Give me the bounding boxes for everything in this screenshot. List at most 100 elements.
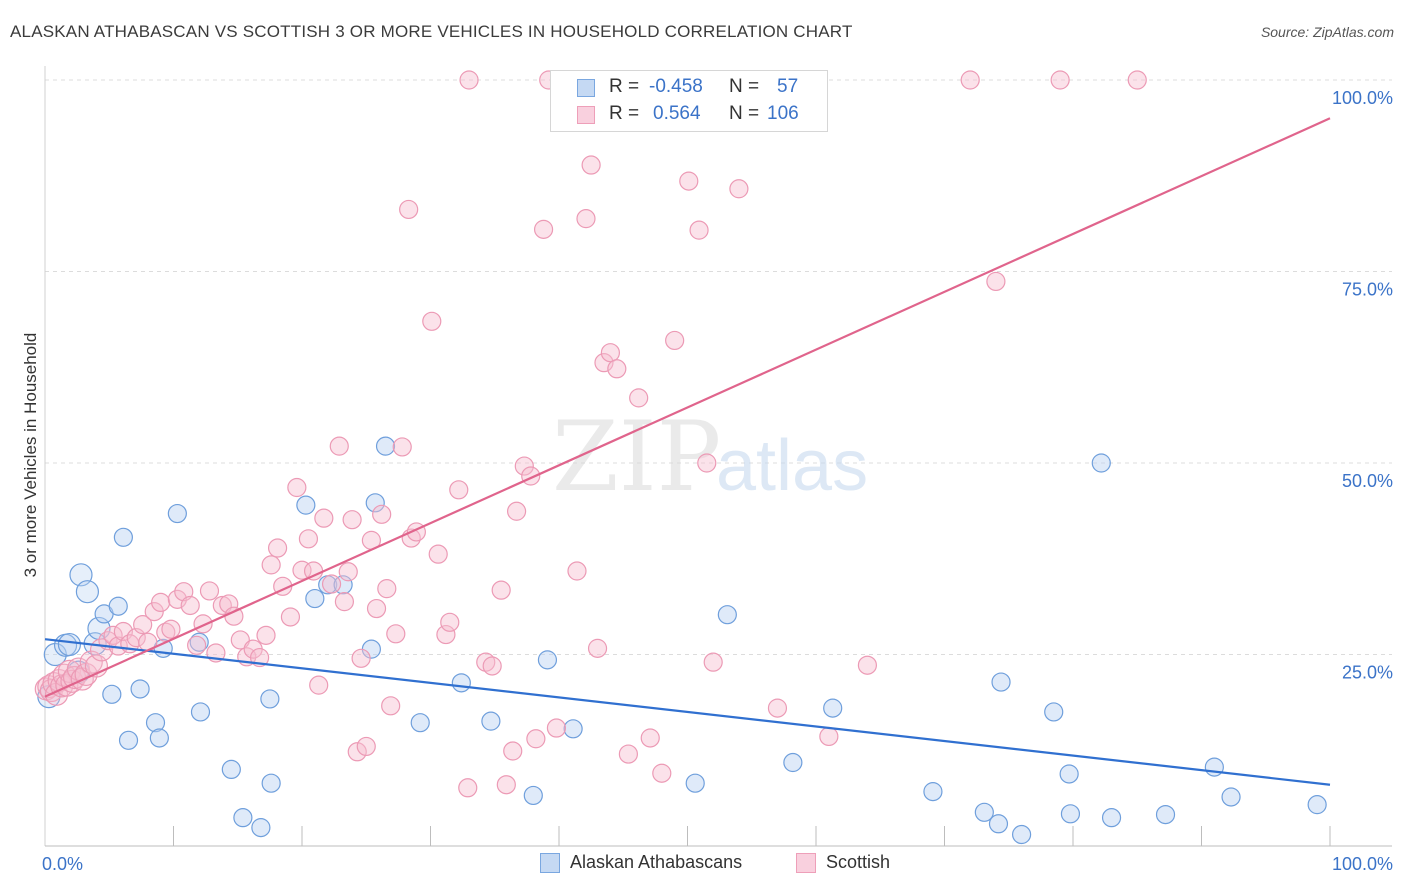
alaskan-point: [823, 698, 843, 718]
scottish-point: [767, 698, 788, 718]
alaskan-point: [57, 632, 82, 657]
legend-row-alaskan: R = -0.458 N = 57: [551, 74, 827, 100]
alaskan-point: [221, 759, 241, 780]
alaskan-point: [296, 495, 316, 515]
alaskan-point: [1059, 764, 1079, 784]
scottish-point: [351, 648, 371, 668]
alaskan-point: [685, 773, 705, 793]
alaskan-point: [563, 719, 583, 739]
scottish-point: [581, 155, 601, 175]
scottish-point: [526, 729, 546, 749]
scottish-point: [329, 436, 349, 456]
legend-row-scottish: R = 0.564 N = 106: [551, 101, 827, 127]
scottish-point: [491, 580, 511, 600]
r-value: -0.458: [649, 76, 703, 97]
scottish-point: [533, 219, 554, 239]
n-value: 57: [777, 76, 799, 97]
scottish-point: [496, 775, 516, 795]
alaskan-point: [118, 730, 139, 750]
scottish-point: [399, 199, 419, 220]
scottish-point: [482, 656, 502, 676]
scottish-point: [133, 615, 153, 635]
scottish-point: [819, 726, 839, 747]
scottish-point: [703, 652, 723, 672]
scottish-point: [587, 638, 608, 658]
n-label: N =: [729, 76, 760, 97]
trend-lines: [44, 117, 1331, 786]
scottish-point: [440, 612, 460, 632]
alaskan-point: [190, 702, 211, 722]
alaskan-point: [305, 588, 325, 609]
scottish-point: [280, 607, 301, 627]
alaskan-point: [717, 605, 737, 625]
scottish-point: [986, 271, 1006, 292]
legend-label-scottish: Scottish: [826, 852, 891, 872]
chart-title: ALASKAN ATHABASCAN VS SCOTTISH 3 OR MORE…: [10, 22, 853, 41]
scottish-point: [287, 477, 307, 498]
alaskan-point: [923, 782, 943, 802]
scottish-point: [506, 501, 527, 521]
scottish-point: [261, 555, 281, 575]
scottish-point: [334, 592, 355, 612]
scottish-point: [679, 171, 699, 191]
gridlines: [45, 79, 1392, 655]
scottish-point: [697, 453, 717, 473]
alaskan-point: [365, 493, 385, 513]
scottish-point: [689, 220, 709, 240]
scottish-point: [356, 736, 376, 757]
scottish-point: [180, 595, 200, 616]
alaskan-point: [261, 773, 281, 793]
alaskan-point: [75, 580, 100, 604]
alaskan-point: [1044, 702, 1064, 722]
trend-line-alaskan: [44, 638, 1331, 786]
scottish-point: [338, 562, 358, 582]
scottish-point: [436, 624, 456, 645]
alaskan-point: [375, 436, 396, 456]
alaskan-point: [233, 808, 253, 828]
scottish-point: [629, 388, 649, 408]
alaskan-point: [1101, 808, 1122, 828]
scottish-point: [503, 741, 523, 761]
scottish-point: [303, 561, 324, 581]
correlation-legend: R = -0.458 N = 57 R = 0.564 N = 106: [550, 70, 828, 132]
scottish-point: [546, 718, 567, 738]
alaskan-point: [167, 503, 187, 524]
scottish-point: [161, 619, 181, 639]
r-value: 0.564: [653, 103, 701, 124]
legend-swatch-blue: [577, 79, 595, 97]
y-tick-label: 75.0%: [1342, 280, 1393, 300]
scottish-point: [857, 655, 878, 675]
alaskan-point: [1091, 453, 1111, 473]
scottish-point: [151, 592, 171, 613]
scottish-point: [618, 744, 638, 764]
scottish-point: [386, 624, 406, 644]
legend-swatch-pink: [577, 106, 595, 124]
scottish-point: [458, 778, 478, 798]
alaskan-point: [130, 679, 150, 699]
watermark-zip: ZIP: [552, 401, 721, 513]
alaskan-point: [1307, 795, 1327, 815]
alaskan-point: [523, 785, 543, 806]
legend-swatch-pink: [796, 853, 816, 873]
scottish-point: [267, 538, 288, 558]
n-value: 106: [767, 103, 799, 124]
scottish-point: [381, 696, 401, 716]
alaskan-point: [260, 689, 280, 709]
scottish-point: [422, 311, 442, 331]
y-tick-label: 100.0%: [1332, 88, 1393, 108]
y-tick-label: 25.0%: [1342, 663, 1393, 683]
scottish-point: [309, 675, 329, 695]
scottish-point: [321, 574, 342, 594]
scottish-point: [960, 70, 980, 90]
scottish-point: [377, 579, 397, 599]
alaskan-point: [783, 752, 803, 773]
scottish-point: [428, 544, 448, 564]
n-label: N =: [729, 103, 760, 124]
scottish-point: [600, 343, 621, 363]
scottish-point: [607, 359, 627, 379]
y-axis-label: 3 or more Vehicles in Household: [21, 333, 40, 578]
scottish-point: [640, 728, 660, 748]
scottish-point: [199, 581, 220, 601]
scottish-point: [567, 561, 587, 581]
